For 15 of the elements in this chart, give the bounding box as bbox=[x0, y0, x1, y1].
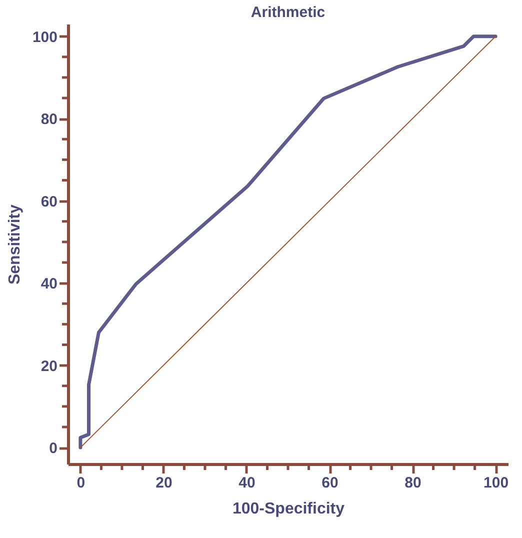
chart-title: Arithmetic bbox=[250, 4, 326, 21]
x-tick-label: 0 bbox=[76, 474, 86, 492]
x-axis-title: 100-Specificity bbox=[232, 500, 345, 518]
x-tick-label: 80 bbox=[404, 474, 422, 492]
y-tick-label: 40 bbox=[40, 276, 58, 293]
x-tick-label: 20 bbox=[156, 474, 172, 492]
y-tick-label: 60 bbox=[40, 193, 58, 210]
x-tick-label: 100 bbox=[484, 474, 509, 492]
x-tick-label: 60 bbox=[322, 474, 338, 492]
y-axis-title: Sensitivity bbox=[6, 204, 24, 285]
y-tick-label: 80 bbox=[40, 111, 58, 128]
x-tick-label: 40 bbox=[238, 474, 256, 492]
y-tick-label: 100 bbox=[32, 28, 58, 46]
y-tick-label: 0 bbox=[49, 440, 58, 458]
y-tick-label: 20 bbox=[40, 358, 58, 375]
